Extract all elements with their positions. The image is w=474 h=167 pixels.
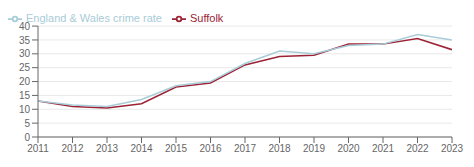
html-text:Suffolk: Suffolk	[189, 12, 224, 24]
html-text:England & Wales crime rate: England & Wales crime rate	[26, 12, 162, 24]
svg-text:2023: 2023	[441, 143, 464, 154]
svg-text:2022: 2022	[406, 143, 429, 154]
svg-text:5: 5	[24, 118, 30, 129]
svg-text:15: 15	[19, 90, 31, 101]
svg-text:0: 0	[24, 132, 30, 143]
svg-text:2015: 2015	[165, 143, 188, 154]
svg-text:2014: 2014	[130, 143, 153, 154]
svg-text:10: 10	[19, 104, 31, 115]
svg-text:2019: 2019	[303, 143, 326, 154]
svg-text:2016: 2016	[199, 143, 222, 154]
svg-text:30: 30	[19, 48, 31, 59]
svg-text:2020: 2020	[337, 143, 360, 154]
svg-text:40: 40	[19, 21, 31, 32]
svg-text:20: 20	[19, 76, 31, 87]
svg-text:35: 35	[19, 35, 31, 46]
svg-text:2017: 2017	[234, 143, 257, 154]
svg-text:2018: 2018	[268, 143, 291, 154]
svg-text:2011: 2011	[27, 143, 49, 154]
svg-text:2012: 2012	[61, 143, 84, 154]
svg-text:2021: 2021	[372, 143, 395, 154]
svg-text:2013: 2013	[96, 143, 119, 154]
svg-text:25: 25	[19, 62, 31, 73]
